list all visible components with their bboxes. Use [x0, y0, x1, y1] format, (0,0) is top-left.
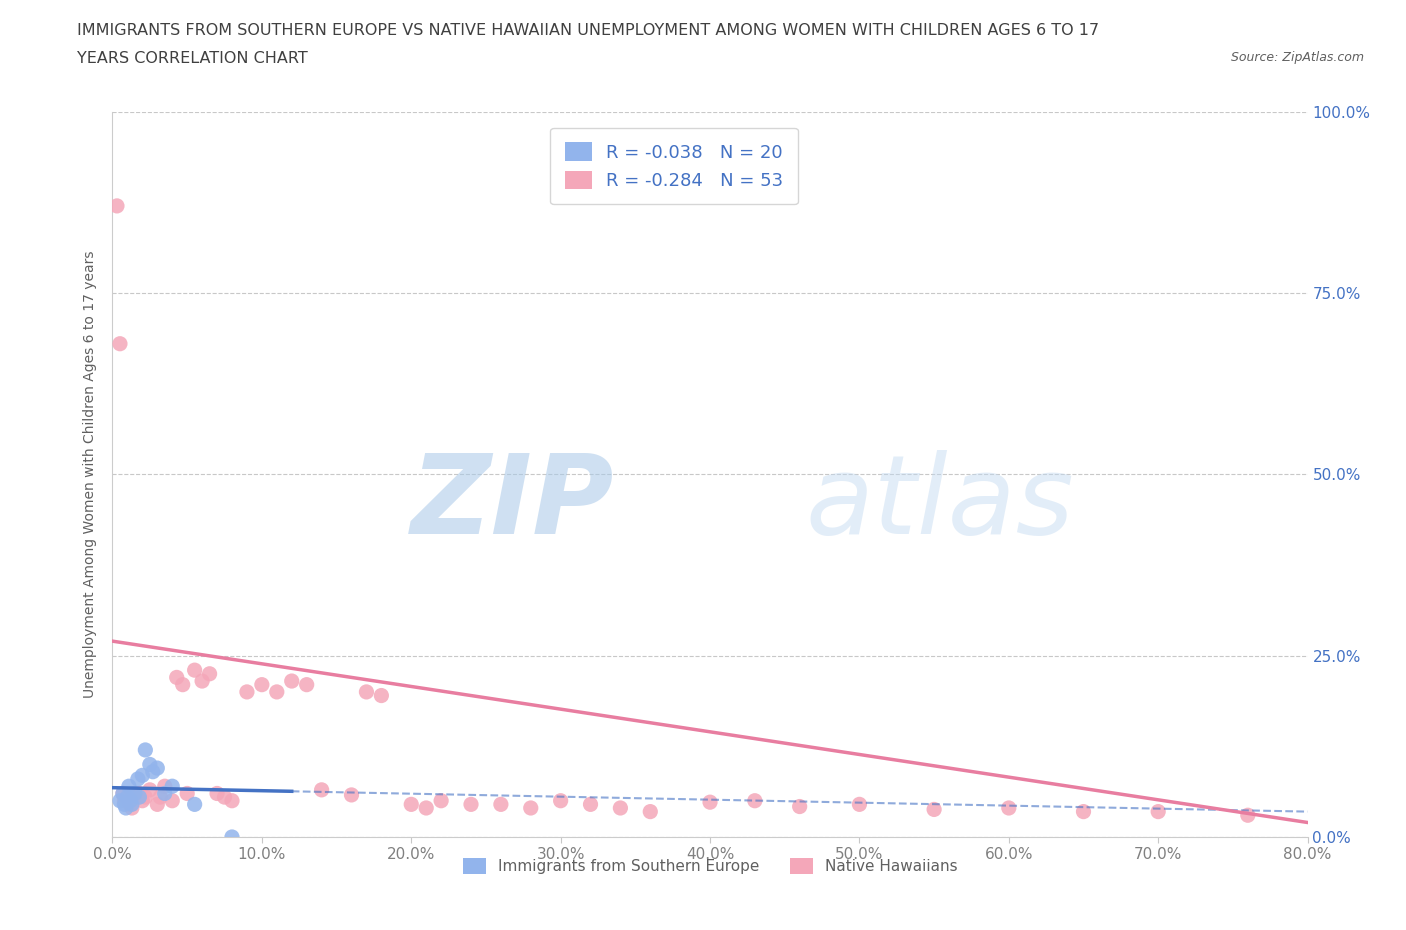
Point	[146, 797, 169, 812]
Point	[162, 793, 183, 808]
Point	[153, 778, 176, 793]
Point	[370, 688, 392, 703]
Point	[139, 782, 162, 797]
Point	[609, 801, 631, 816]
Point	[789, 799, 811, 814]
Point	[191, 673, 214, 688]
Text: atlas: atlas	[806, 450, 1074, 557]
Point	[295, 677, 318, 692]
Point	[111, 786, 134, 801]
Point	[146, 761, 169, 776]
Point	[183, 797, 205, 812]
Text: IMMIGRANTS FROM SOUTHERN EUROPE VS NATIVE HAWAIIAN UNEMPLOYMENT AMONG WOMEN WITH: IMMIGRANTS FROM SOUTHERN EUROPE VS NATIV…	[77, 23, 1099, 38]
Point	[142, 764, 165, 779]
Point	[489, 797, 512, 812]
Point	[221, 830, 243, 844]
Point	[311, 782, 333, 797]
Point	[139, 757, 162, 772]
Point	[131, 793, 153, 808]
Text: YEARS CORRELATION CHART: YEARS CORRELATION CHART	[77, 51, 308, 66]
Point	[117, 790, 139, 804]
Point	[153, 786, 176, 801]
Point	[118, 778, 141, 793]
Y-axis label: Unemployment Among Women with Children Ages 6 to 17 years: Unemployment Among Women with Children A…	[83, 250, 97, 698]
Point	[127, 772, 149, 787]
Point	[105, 198, 128, 213]
Point	[108, 337, 131, 352]
Point	[124, 786, 146, 801]
Point	[121, 797, 143, 812]
Point	[128, 786, 150, 801]
Point	[550, 793, 572, 808]
Point	[1147, 804, 1170, 819]
Point	[176, 786, 198, 801]
Point	[134, 742, 156, 757]
Point	[460, 797, 482, 812]
Point	[162, 778, 183, 793]
Point	[579, 797, 602, 812]
Point	[124, 786, 146, 801]
Point	[120, 793, 142, 808]
Point	[111, 786, 134, 801]
Legend: Immigrants from Southern Europe, Native Hawaiians: Immigrants from Southern Europe, Native …	[457, 852, 963, 880]
Point	[415, 801, 437, 816]
Point	[108, 793, 131, 808]
Point	[430, 793, 453, 808]
Point	[120, 797, 142, 812]
Point	[115, 801, 138, 816]
Point	[340, 788, 363, 803]
Text: Source: ZipAtlas.com: Source: ZipAtlas.com	[1230, 51, 1364, 64]
Point	[266, 684, 288, 699]
Point	[121, 801, 143, 816]
Point	[1237, 808, 1260, 823]
Point	[205, 786, 228, 801]
Point	[640, 804, 662, 819]
Point	[114, 793, 135, 808]
Point	[520, 801, 543, 816]
Point	[114, 797, 135, 812]
Point	[401, 797, 423, 812]
Point	[281, 673, 304, 688]
Point	[1073, 804, 1095, 819]
Point	[699, 795, 721, 810]
Point	[172, 677, 194, 692]
Point	[744, 793, 766, 808]
Point	[214, 790, 236, 804]
Point	[221, 793, 243, 808]
Point	[356, 684, 378, 699]
Point	[183, 663, 205, 678]
Point	[236, 684, 259, 699]
Point	[117, 790, 139, 804]
Point	[134, 790, 156, 804]
Point	[131, 768, 153, 783]
Point	[149, 790, 172, 804]
Point	[250, 677, 273, 692]
Point	[166, 670, 188, 684]
Point	[198, 666, 221, 681]
Point	[998, 801, 1021, 816]
Point	[848, 797, 870, 812]
Point	[128, 790, 150, 804]
Text: ZIP: ZIP	[411, 450, 614, 557]
Point	[922, 802, 945, 817]
